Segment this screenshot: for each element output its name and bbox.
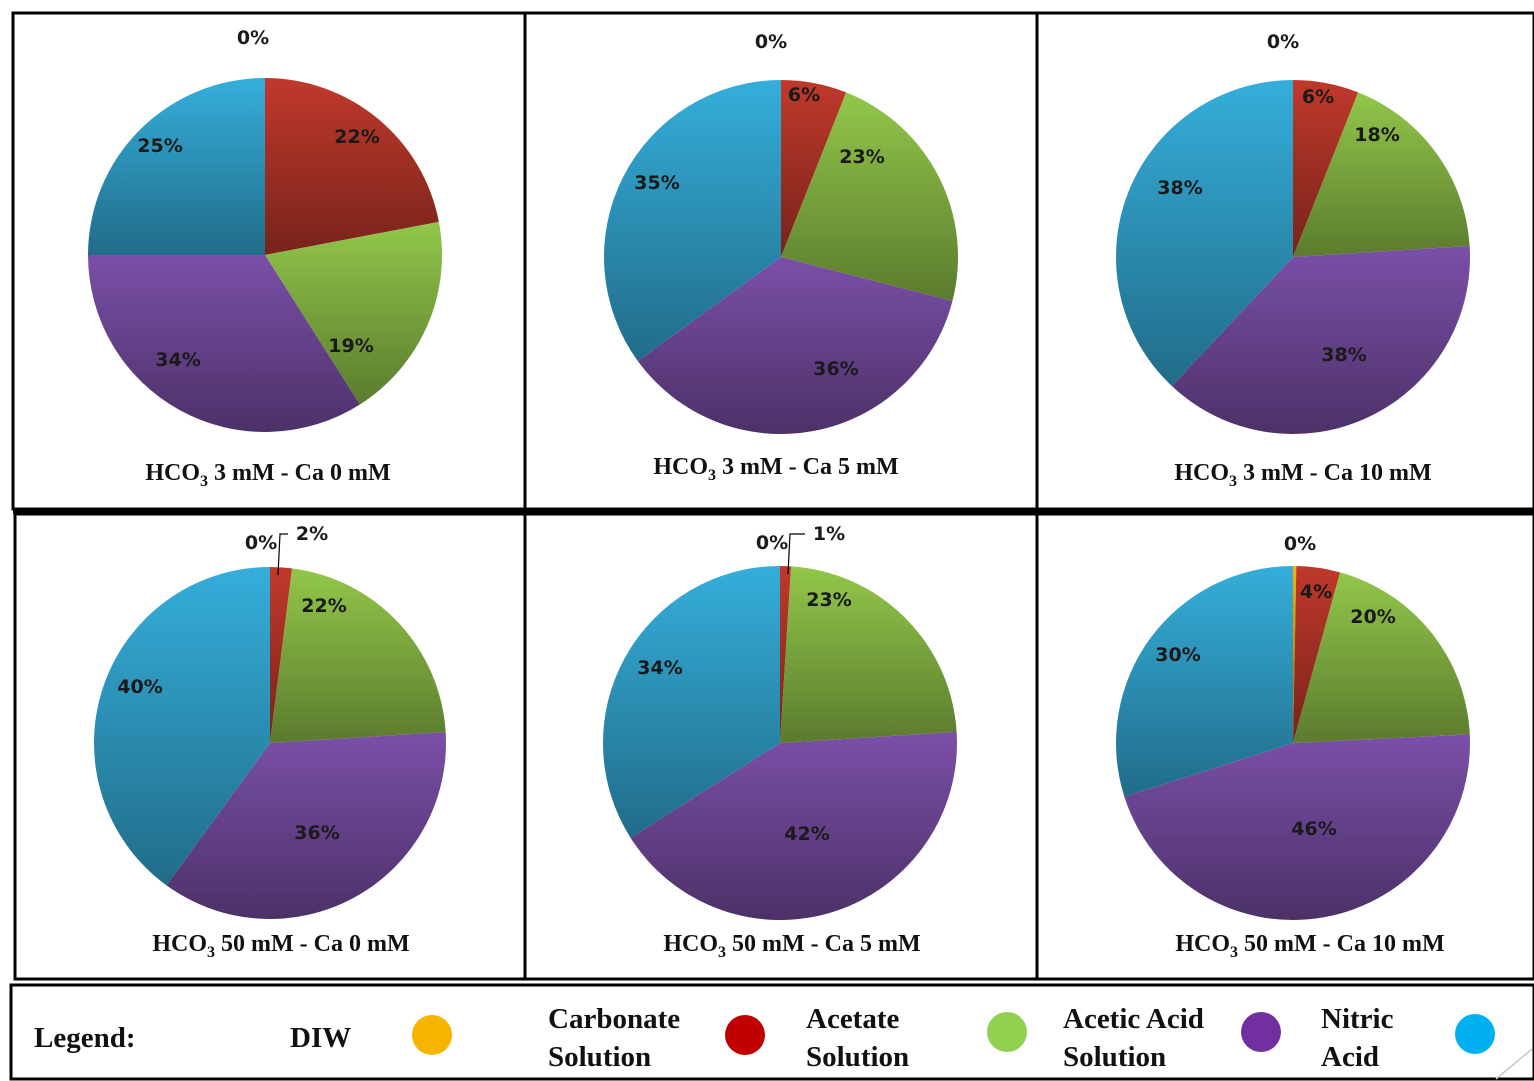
pie-slice-acetate-solution xyxy=(780,566,957,743)
slice-label-diw: 0% xyxy=(237,27,269,49)
slice-label-nitric-acid: 30% xyxy=(1155,644,1200,666)
pie-slice-acetate-solution xyxy=(1293,572,1470,743)
pie-slice-acetate-solution xyxy=(781,92,959,302)
slice-label-acetic-acid-solution: 46% xyxy=(1291,818,1336,840)
pie-chart: 0% 6% 23% 36% 35% HCO3 3 mM - Ca 5 mM xyxy=(603,31,959,484)
slice-label-acetate-solution: 23% xyxy=(839,146,884,168)
pie-chart: 0% 22% 19% 34% 25% HCO3 3 mM - Ca 0 mM xyxy=(88,27,442,490)
pie-slice-acetic-acid-solution xyxy=(1171,245,1470,434)
legend-label-carbonate: Carbonate xyxy=(548,1003,680,1035)
pie-chart: 0% 6% 18% 38% 38% HCO3 3 mM - Ca 10 mM xyxy=(1116,31,1470,490)
slice-label-diw: 0% xyxy=(755,31,787,53)
pie-slice-acetate-solution xyxy=(265,221,442,405)
leader-line xyxy=(787,533,805,575)
pie-slice-carbonate-solution xyxy=(265,78,439,255)
slice-label-carbonate-solution: 1% xyxy=(813,523,845,545)
slice-label-nitric-acid: 40% xyxy=(117,676,162,698)
pie-slice-carbonate-solution xyxy=(270,567,293,743)
legend-label-nitric-2: Acid xyxy=(1321,1041,1379,1073)
slice-label-diw: 0% xyxy=(245,532,277,554)
legend-marker-acetic-acid xyxy=(1241,1012,1281,1052)
legend-marker-carbonate xyxy=(725,1015,765,1055)
pie-slice-nitric-acid xyxy=(1116,566,1293,797)
legend-title: Legend: xyxy=(34,1022,136,1054)
slice-label-diw: 0% xyxy=(1267,31,1299,53)
legend-label-carbonate-2: Solution xyxy=(548,1041,651,1073)
slice-label-nitric-acid: 25% xyxy=(137,135,182,157)
legend-label-diw: DIW xyxy=(290,1022,351,1054)
slice-label-acetic-acid-solution: 42% xyxy=(784,823,829,845)
pie-charts: 0% 22% 19% 34% 25% HCO3 3 mM - Ca 0 mM 0% 6% 23%… xyxy=(88,27,1470,961)
slice-label-acetic-acid-solution: 36% xyxy=(813,358,858,380)
legend-label-nitric: Nitric xyxy=(1321,1003,1394,1035)
legend-marker-acetate xyxy=(987,1012,1027,1052)
pie-title: HCO3 3 mM - Ca 10 mM xyxy=(1174,460,1431,490)
pie-slice-acetic-acid-solution xyxy=(166,731,446,920)
pie-slice-nitric-acid xyxy=(88,78,265,255)
pie-slice-nitric-acid xyxy=(93,566,270,886)
pie-slice-nitric-acid xyxy=(1116,80,1293,387)
pie-chart: 0% 2% 22% 36% 40% HCO3 50 mM - Ca 0 mM xyxy=(93,523,446,961)
slice-label-carbonate-solution: 22% xyxy=(334,126,379,148)
pie-title: HCO3 50 mM - Ca 5 mM xyxy=(663,931,920,961)
pie-slice-acetic-acid-solution xyxy=(630,731,957,921)
pie-slice-acetate-solution xyxy=(270,568,446,743)
pie-slice-acetic-acid-solution xyxy=(1124,734,1470,920)
slice-label-carbonate-solution: 4% xyxy=(1300,581,1332,603)
pie-chart: 0% 4% 20% 46% 30% HCO3 50 mM - Ca 10 mM xyxy=(1116,533,1470,961)
slice-label-nitric-acid: 35% xyxy=(634,172,679,194)
page-corner-mark xyxy=(1495,1048,1533,1080)
panel-frame xyxy=(1035,512,1534,981)
pie-slice-carbonate-solution xyxy=(1293,566,1341,743)
slice-label-acetate-solution: 20% xyxy=(1350,606,1395,628)
legend-marker-nitric xyxy=(1455,1014,1495,1054)
slice-label-carbonate-solution: 6% xyxy=(788,84,820,106)
pie-slice-carbonate-solution xyxy=(781,80,847,257)
pie-slice-diw xyxy=(1293,565,1297,743)
legend-label-acetic-acid-2: Solution xyxy=(1063,1041,1166,1073)
pie-slice-acetate-solution xyxy=(1293,92,1470,258)
slice-label-acetic-acid-solution: 38% xyxy=(1321,344,1366,366)
legend: Legend: DIW Carbonate Solution Acetate S… xyxy=(34,1003,1495,1073)
pie-chart: 0% 1% 23% 42% 34% HCO3 50 mM - Ca 5 mM xyxy=(602,523,957,961)
legend-label-acetate: Acetate xyxy=(806,1003,900,1035)
slice-label-nitric-acid: 34% xyxy=(637,657,682,679)
slice-label-acetic-acid-solution: 36% xyxy=(294,822,339,844)
slice-label-acetate-solution: 19% xyxy=(328,335,373,357)
slice-label-diw: 0% xyxy=(1284,533,1316,555)
pie-title: HCO3 3 mM - Ca 5 mM xyxy=(653,454,898,484)
legend-frame xyxy=(9,983,1534,1081)
slice-label-carbonate-solution: 2% xyxy=(296,523,328,545)
slice-label-acetic-acid-solution: 34% xyxy=(155,349,200,371)
slice-label-carbonate-solution: 6% xyxy=(1302,86,1334,108)
pie-slice-carbonate-solution xyxy=(1293,80,1359,257)
pie-slice-acetic-acid-solution xyxy=(88,255,360,433)
slice-label-diw: 0% xyxy=(756,532,788,554)
pie-title: HCO3 3 mM - Ca 0 mM xyxy=(145,460,390,490)
slice-label-nitric-acid: 38% xyxy=(1157,177,1202,199)
pie-slice-carbonate-solution xyxy=(780,566,792,743)
pie-slice-nitric-acid xyxy=(602,566,780,838)
slice-label-acetate-solution: 18% xyxy=(1354,124,1399,146)
pie-title: HCO3 50 mM - Ca 10 mM xyxy=(1175,931,1444,961)
legend-label-acetate-2: Solution xyxy=(806,1041,909,1073)
pie-slice-nitric-acid xyxy=(603,80,781,362)
legend-label-acetic-acid: Acetic Acid xyxy=(1063,1003,1204,1035)
legend-marker-diw xyxy=(412,1015,452,1055)
pie-slice-acetic-acid-solution xyxy=(637,257,953,435)
pie-title: HCO3 50 mM - Ca 0 mM xyxy=(152,931,409,961)
slice-label-acetate-solution: 23% xyxy=(806,589,851,611)
slice-label-acetate-solution: 22% xyxy=(301,595,346,617)
leader-line xyxy=(277,533,288,576)
